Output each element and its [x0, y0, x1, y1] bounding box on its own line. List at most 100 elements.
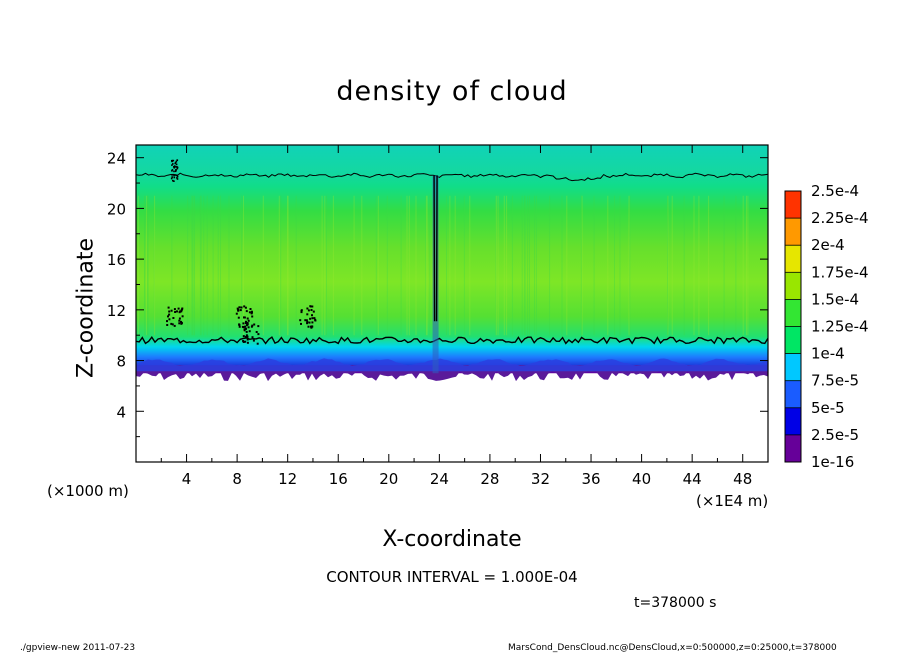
contour-speck [242, 322, 245, 325]
contour-speck [170, 177, 173, 180]
contour-speck [308, 321, 311, 324]
contour-speck [171, 176, 173, 178]
contour-speck [178, 311, 181, 314]
contour-speck [311, 325, 314, 328]
contour-speck [300, 322, 302, 325]
contour-speck [310, 325, 312, 328]
colorbar-cell [785, 218, 801, 246]
contour-speck [300, 310, 303, 312]
contour-speck [172, 179, 174, 182]
contour-speck [243, 329, 246, 332]
chart-title: density of cloud [336, 76, 568, 107]
contour-speck [174, 162, 176, 165]
contour-speck [180, 310, 183, 313]
colorbar-cell [785, 326, 801, 354]
contour-speck [172, 317, 175, 319]
contour-speck [242, 335, 245, 338]
contour-speck [314, 319, 317, 322]
contour-speck [178, 319, 181, 322]
contour-speck [242, 341, 245, 343]
contour-speck [238, 306, 241, 309]
contour-speck [178, 317, 181, 320]
contour-speck [176, 167, 179, 170]
contour-speck [167, 315, 169, 318]
contour-speck [245, 320, 247, 323]
contour-speck [181, 307, 184, 310]
contour-speck [173, 176, 176, 179]
colorbar-label: 1.25e-4 [811, 318, 869, 336]
contour-column [433, 175, 438, 322]
colorbar-label: 5e-5 [811, 399, 845, 417]
contour-speck [180, 320, 182, 323]
contour-speck [173, 174, 175, 177]
contour-speck [245, 310, 248, 313]
contour-speck [244, 322, 247, 324]
x-tick-label: 12 [278, 470, 297, 488]
contour-speck [235, 312, 238, 315]
y-axis-label: Z-coordinate [73, 238, 99, 378]
x-tick-label: 8 [232, 470, 242, 488]
colorbar-label: 7.5e-5 [811, 372, 859, 390]
contour-speck [240, 306, 243, 309]
contour-speck [307, 309, 310, 312]
colorbar-label: 1e-16 [811, 453, 854, 471]
footer-right-text: MarsCond_DensCloud.nc@DensCloud,x=0:5000… [508, 643, 837, 653]
contour-lower [136, 335, 768, 345]
contour-speck [243, 316, 246, 319]
contour-speck [246, 338, 249, 341]
colorbar-label: 2.5e-4 [811, 182, 859, 200]
contour-speck [173, 308, 176, 311]
contour-speck [310, 309, 313, 311]
contour-speck [174, 174, 177, 176]
contour-speck [170, 322, 173, 325]
contour-speck [171, 160, 173, 163]
colorbar-label: 1.5e-4 [811, 290, 859, 308]
contour-speck [171, 174, 173, 176]
contour-speck [255, 331, 258, 333]
contour-interval-text: CONTOUR INTERVAL = 1.000E-04 [326, 568, 578, 586]
contour-speck [180, 322, 183, 324]
contour-speck [251, 315, 254, 318]
contour-speck [251, 336, 254, 339]
contour-speck [171, 164, 173, 166]
contour-speck [250, 312, 253, 315]
x-tick-label: 32 [531, 470, 550, 488]
contour-speck [311, 314, 313, 317]
contour-speck [176, 310, 178, 313]
contour-speck [173, 170, 175, 173]
colorbar-label: 1.75e-4 [811, 263, 869, 281]
contour-speck [178, 322, 181, 325]
contour-speck [306, 313, 309, 316]
contour-speck [257, 325, 260, 328]
y-axis-scale-label: (×1000 m) [47, 482, 129, 500]
contour-speck [244, 325, 247, 328]
y-tick-label: 16 [107, 251, 126, 269]
cloud-base-band [136, 358, 768, 372]
x-axis-label: X-coordinate [382, 527, 522, 552]
x-tick-label: 28 [480, 470, 499, 488]
contour-speck [238, 324, 241, 326]
contour-speck [252, 339, 255, 342]
x-tick-label: 16 [329, 470, 348, 488]
contour-speck [306, 321, 309, 323]
y-tick-label: 24 [107, 150, 126, 168]
contour-speck [250, 310, 253, 313]
contour-speck [309, 317, 312, 320]
colorbar-label: 2.25e-4 [811, 209, 869, 227]
contour-speck [244, 335, 247, 338]
x-axis-scale-label: (×1E4 m) [696, 492, 769, 510]
contour-speck [257, 333, 260, 336]
contour-speck [168, 318, 171, 321]
contour-speck [166, 320, 168, 323]
contour-speck [300, 311, 303, 314]
colorbar-cell [785, 245, 801, 273]
colorbar-cell [785, 353, 801, 381]
colorbar-label: 1e-4 [811, 345, 845, 363]
contour-upper [136, 172, 768, 182]
plot-frame [135, 144, 769, 463]
contour-speck [248, 311, 251, 314]
contour-speck [166, 324, 169, 326]
x-tick-label: 48 [733, 470, 752, 488]
contour-speck [173, 180, 175, 182]
contour-speck [173, 324, 176, 327]
